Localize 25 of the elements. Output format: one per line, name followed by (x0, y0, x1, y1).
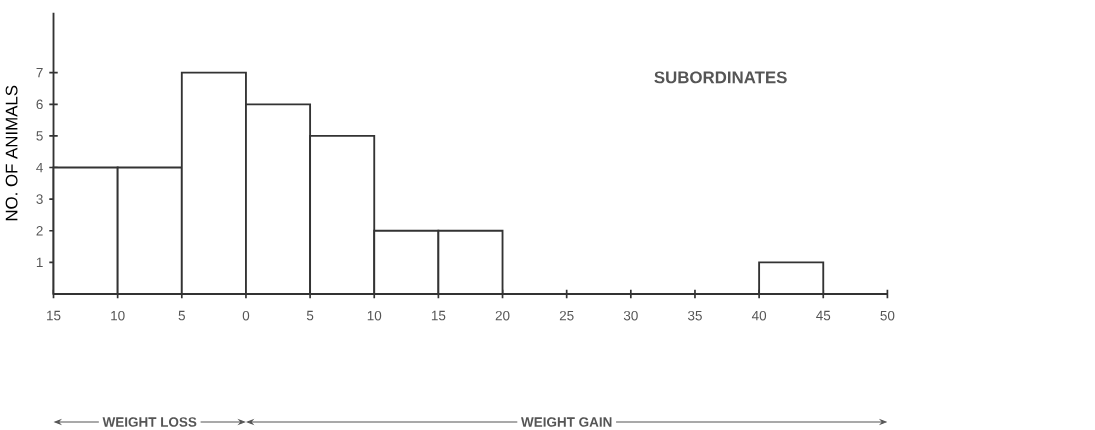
x-tick-label: 30 (623, 310, 638, 321)
x-tick-label: 10 (111, 310, 125, 321)
x-tick-label: 10 (367, 310, 382, 321)
x-tick-label: 5 (178, 310, 185, 321)
y-tick-label: 3 (36, 194, 43, 204)
y-tick-label: 5 (36, 131, 43, 141)
x-tick-label: 5 (306, 310, 314, 321)
x-tick-label: 45 (816, 310, 831, 321)
x-tick-label: 25 (559, 310, 574, 321)
x-tick-label: 35 (687, 310, 702, 321)
y-tick-label: 6 (36, 99, 43, 110)
x-tick-label: 20 (495, 310, 510, 321)
x-tick-label: 50 (880, 310, 895, 321)
text: WEIGHT GAIN (521, 417, 612, 427)
y-tick-label: 7 (36, 68, 43, 78)
y-tick-label: 4 (36, 162, 43, 173)
y-tick-label: 2 (36, 225, 43, 236)
x-tick-label: 0 (242, 310, 250, 321)
text: SUBORDINATES (654, 71, 787, 84)
x-tick-label: 15 (47, 310, 61, 321)
x-tick-label: 15 (431, 310, 446, 321)
y-tick-label: 1 (36, 257, 43, 267)
text: WEIGHT LOSS (102, 417, 197, 427)
x-tick-label: 40 (751, 310, 767, 321)
y-axis-title: NO. OF ANIMALS (5, 85, 18, 221)
